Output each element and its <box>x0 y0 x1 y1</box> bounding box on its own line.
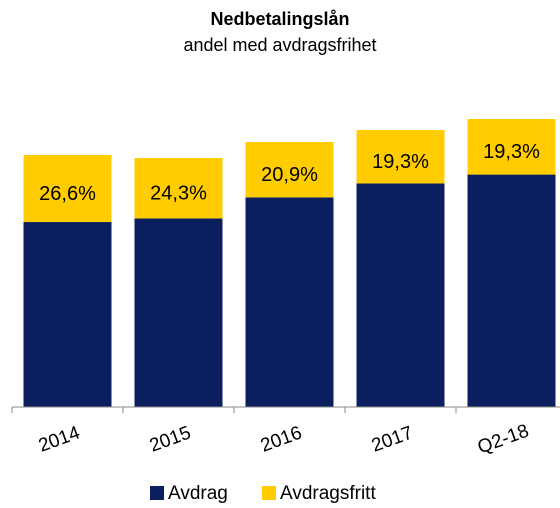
legend-swatch <box>150 486 164 500</box>
data-label: 26,6% <box>39 183 96 205</box>
chart-title: Nedbetalingslån <box>210 9 349 29</box>
x-tick-label: Q2-18 <box>475 421 532 459</box>
chart-subtitle: andel med avdragsfrihet <box>183 35 376 55</box>
bar-segment <box>467 174 556 407</box>
bar-segment <box>23 155 112 223</box>
bar-segment <box>134 158 223 219</box>
bar-segment <box>356 183 445 407</box>
data-label: 19,3% <box>372 151 429 173</box>
legend-label: Avdragsfritt <box>280 483 376 504</box>
x-tick-label: 2016 <box>258 422 305 456</box>
bar-segment <box>245 197 334 407</box>
x-tick-label: 2015 <box>147 422 194 456</box>
data-label: 19,3% <box>483 141 540 163</box>
x-tick-label: 2017 <box>369 422 416 456</box>
data-label: 20,9% <box>261 164 318 186</box>
bar-segment <box>23 222 112 407</box>
legend-label: Avdrag <box>168 483 228 504</box>
legend-swatch <box>262 486 276 500</box>
data-label: 24,3% <box>150 183 207 205</box>
bar-segment <box>245 142 334 198</box>
x-tick-label: 2014 <box>36 422 83 456</box>
bar-segment <box>134 218 223 407</box>
bar-segment <box>356 130 445 184</box>
bar-segment <box>467 119 556 175</box>
